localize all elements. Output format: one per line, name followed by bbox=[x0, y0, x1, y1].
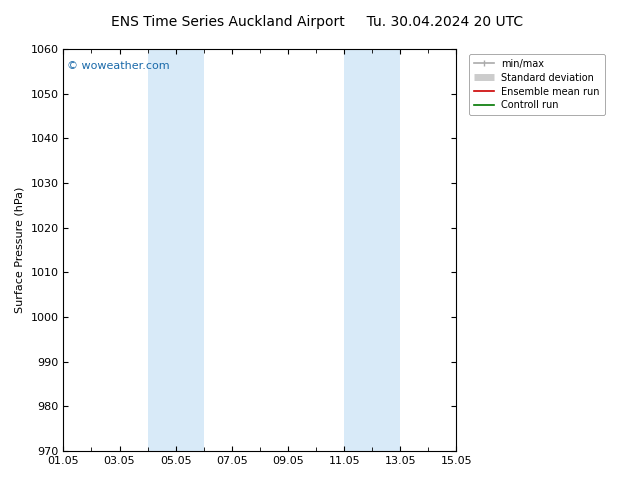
Bar bbox=[344, 49, 400, 451]
Text: ENS Time Series Auckland Airport     Tu. 30.04.2024 20 UTC: ENS Time Series Auckland Airport Tu. 30.… bbox=[111, 15, 523, 29]
Bar bbox=[148, 49, 204, 451]
Legend: min/max, Standard deviation, Ensemble mean run, Controll run: min/max, Standard deviation, Ensemble me… bbox=[469, 54, 605, 115]
Y-axis label: Surface Pressure (hPa): Surface Pressure (hPa) bbox=[15, 187, 25, 313]
Text: © woweather.com: © woweather.com bbox=[67, 61, 170, 71]
